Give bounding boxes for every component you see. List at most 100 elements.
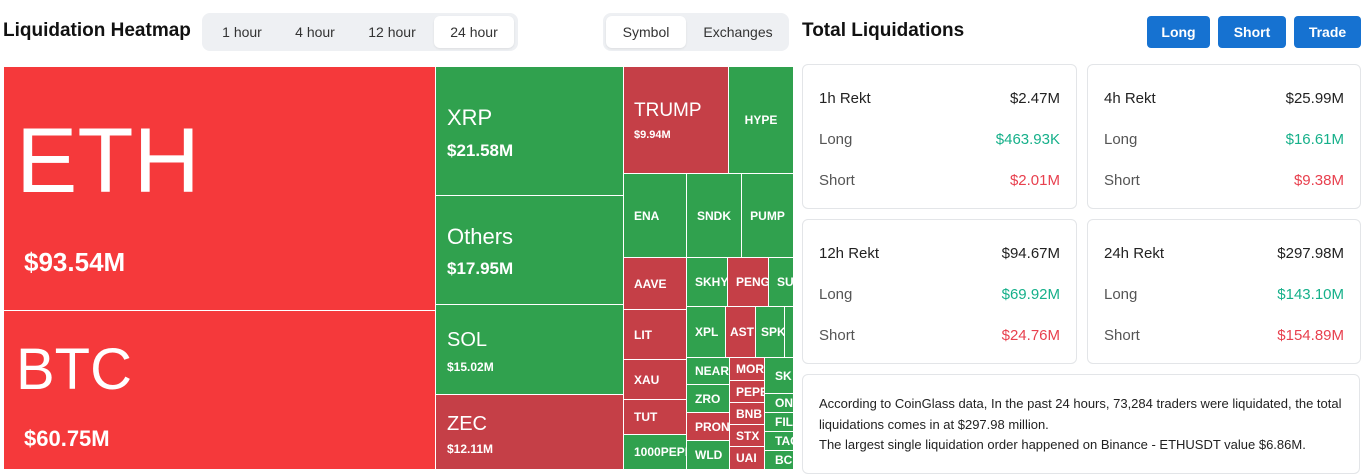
tile-xau[interactable]: XAU	[623, 359, 687, 400]
tile-hype[interactable]: HYPE	[728, 66, 794, 174]
tile-symbol: BTC	[16, 337, 132, 402]
tile-morf[interactable]: MORF	[729, 357, 765, 381]
tile-symbol: MORF	[736, 362, 764, 376]
tile-symbol: PUMP	[750, 208, 785, 223]
tile-su[interactable]: SU	[768, 257, 794, 307]
tile-symbol: UAI	[736, 451, 757, 465]
tile-symbol: HYPE	[744, 113, 778, 127]
tile-symbol: TAG	[775, 434, 793, 448]
tile-eth[interactable]: ETH $93.54M	[3, 66, 436, 311]
card-header-row: 12h Rekt $94.67M	[819, 244, 1060, 264]
tile-pron[interactable]: PRON	[686, 412, 730, 441]
tile-symbol: SKHY	[695, 275, 728, 289]
tile-ast[interactable]: AST	[725, 306, 756, 358]
tile-trump[interactable]: TRUMP $9.94M	[623, 66, 729, 174]
card-long-row: Long $69.92M	[819, 285, 1060, 305]
card-header-row: 4h Rekt $25.99M	[1104, 89, 1344, 109]
tile-symbol: AAVE	[634, 276, 667, 291]
card-header-row: 24h Rekt $297.98M	[1104, 244, 1344, 264]
tile-symbol: SOL	[447, 329, 488, 351]
tile-wld[interactable]: WLD	[686, 440, 730, 470]
tile-peng[interactable]: PENG	[727, 257, 769, 307]
card-total-value: $297.98M	[1277, 245, 1344, 262]
card-4h-rekt: 4h Rekt $25.99M Long $16.61M Short $9.38…	[1087, 64, 1361, 209]
tile-on[interactable]: ON	[764, 393, 794, 413]
tile-symbol: PEPE	[736, 384, 765, 399]
long-button[interactable]: Long	[1147, 16, 1210, 48]
tab-exchanges[interactable]: Exchanges	[703, 24, 773, 40]
tile-symbol: ETH	[16, 110, 200, 212]
tile-symbol: BC	[775, 453, 793, 467]
card-period-label: 24h Rekt	[1104, 245, 1165, 262]
tile-fil[interactable]: FIL	[764, 412, 794, 432]
tile-sndk[interactable]: SNDK	[686, 173, 742, 258]
tile-symbol: WLD	[695, 448, 723, 462]
card-total-value: $94.67M	[1001, 245, 1060, 262]
tile-skhy[interactable]: SKHY	[686, 257, 728, 307]
trade-button[interactable]: Trade	[1294, 16, 1361, 48]
tile-near[interactable]: NEAR	[686, 357, 730, 385]
tab-symbol[interactable]: Symbol	[606, 16, 686, 48]
total-liquidations-title: Total Liquidations	[802, 20, 965, 41]
liquidation-summary: According to CoinGlass data, In the past…	[802, 374, 1360, 474]
long-value: $69.92M	[1001, 286, 1060, 303]
tab-1-hour[interactable]: 1 hour	[222, 24, 262, 40]
tab-4-hour[interactable]: 4 hour	[295, 24, 335, 40]
tile-symbol: FIL	[775, 415, 793, 429]
tab-12-hour[interactable]: 12 hour	[368, 24, 416, 40]
tile-bc[interactable]: BC	[764, 450, 794, 470]
tile-spk[interactable]: SPK	[755, 306, 785, 358]
tile-zro[interactable]: ZRO	[686, 384, 730, 413]
tile-symbol: AST	[730, 325, 754, 339]
card-short-row: Short $154.89M	[1104, 326, 1344, 346]
tile-tut[interactable]: TUT	[623, 399, 687, 435]
card-long-row: Long $16.61M	[1104, 130, 1344, 150]
short-label: Short	[1104, 327, 1140, 344]
long-value: $143.10M	[1277, 286, 1344, 303]
tile-aave[interactable]: AAVE	[623, 257, 687, 310]
tab-24-hour[interactable]: 24 hour	[434, 16, 514, 48]
tile-value: $93.54M	[24, 247, 126, 277]
short-value: $2.01M	[1009, 172, 1060, 189]
short-button[interactable]: Short	[1218, 16, 1286, 48]
time-range-tabs: 1 hour 4 hour 12 hour 24 hour	[202, 13, 518, 51]
tile-pump[interactable]: PUMP	[741, 173, 794, 258]
tile-symbol: PENG	[736, 275, 769, 289]
long-label: Long	[819, 286, 853, 303]
tile-tag[interactable]: TAG	[764, 431, 794, 451]
card-long-row: Long $143.10M	[1104, 285, 1344, 305]
tile-xpl[interactable]: XPL	[686, 306, 726, 358]
card-total-value: $25.99M	[1285, 90, 1344, 107]
tile-bnb[interactable]: BNB	[729, 402, 765, 425]
tile-lit[interactable]: LIT	[623, 309, 687, 360]
tile-ena[interactable]: ENA	[623, 173, 687, 258]
card-24h-rekt: 24h Rekt $297.98M Long $143.10M Short $1…	[1087, 219, 1361, 364]
card-short-row: Short $9.38M	[1104, 171, 1344, 191]
liquidation-treemap: ETH $93.54M BTC $60.75M XRP $21.58M Othe…	[3, 66, 794, 470]
tile-btc[interactable]: BTC $60.75M	[3, 310, 436, 470]
tile-sk[interactable]: SK	[764, 357, 794, 394]
tile-xrp[interactable]: XRP $21.58M	[435, 66, 624, 196]
long-value: $463.93K	[995, 131, 1060, 148]
tile-symbol: ZEC	[447, 413, 487, 435]
tile-value: $17.95M	[447, 259, 514, 278]
tile-1000pepe[interactable]: 1000PEPE	[623, 434, 687, 470]
short-value: $9.38M	[1293, 172, 1344, 189]
tile-symbol: 1000PEPE	[634, 445, 687, 459]
long-label: Long	[819, 131, 853, 148]
short-value: $154.89M	[1277, 327, 1344, 344]
card-header-row: 1h Rekt $2.47M	[819, 89, 1060, 109]
long-label: Long	[1104, 131, 1138, 148]
tile-zec[interactable]: ZEC $12.11M	[435, 394, 624, 470]
tile-symbol: PRON	[695, 419, 730, 434]
tile-pepe[interactable]: PEPE	[729, 380, 765, 403]
tile-small-a[interactable]	[784, 306, 794, 358]
heatmap-title: Liquidation Heatmap	[3, 20, 191, 41]
tile-stx[interactable]: STX	[729, 424, 765, 447]
tile-sol[interactable]: SOL $15.02M	[435, 304, 624, 395]
tile-symbol: ON	[775, 396, 793, 410]
tile-symbol: Others	[447, 224, 514, 249]
tile-symbol: XRP	[447, 105, 493, 130]
tile-uai[interactable]: UAI	[729, 446, 765, 470]
tile-others[interactable]: Others $17.95M	[435, 195, 624, 305]
